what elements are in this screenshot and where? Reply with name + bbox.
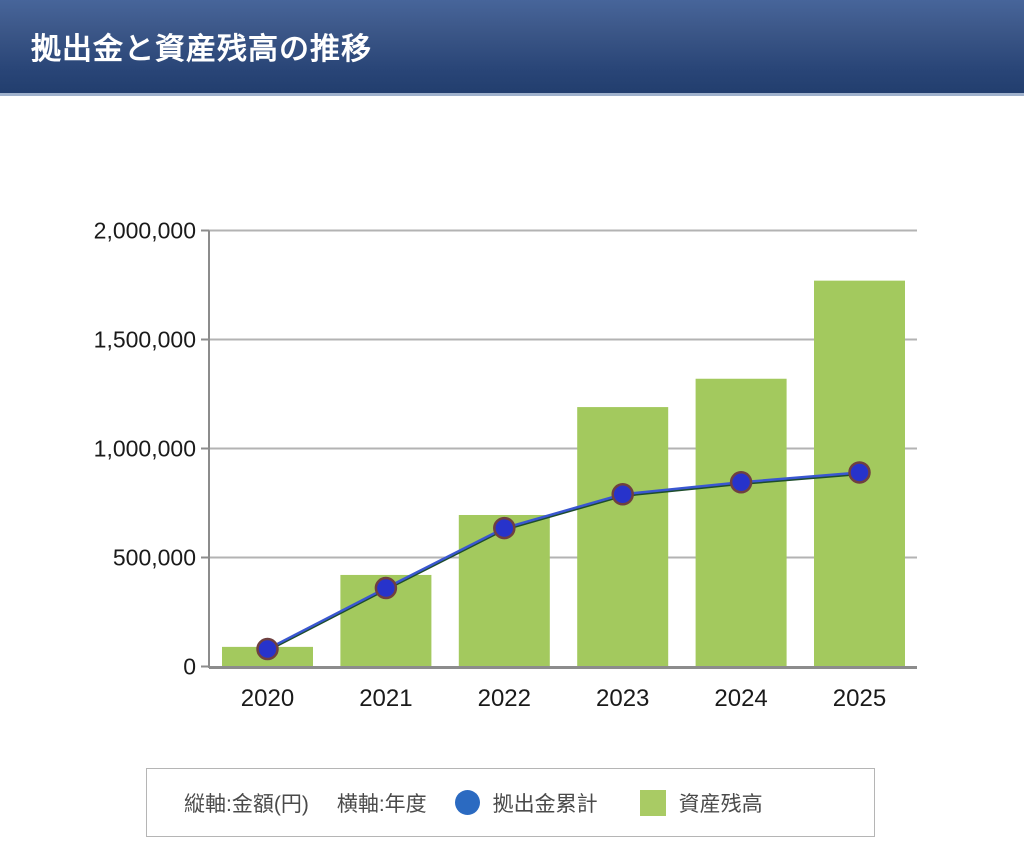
line-point-2023: [611, 483, 634, 506]
contribution-point-icon: [454, 790, 480, 815]
line-point-2022: [493, 516, 516, 540]
x-axis-label: 2020: [241, 685, 294, 712]
legend-item-contribution: 拠出金累計: [454, 788, 598, 818]
bar-2022: [458, 514, 550, 667]
x-axis-label: 2023: [596, 685, 649, 712]
x-axis-label: 2022: [478, 685, 531, 712]
line-point-2025: [848, 461, 871, 484]
legend-contribution-label: 拠出金累計: [492, 792, 598, 816]
x-axis-label: 2024: [714, 685, 767, 712]
y-tick-label: 1,000,000: [94, 436, 196, 462]
y-tick-label: 1,500,000: [94, 327, 196, 353]
legend-balance-label: 資産残高: [678, 792, 763, 816]
legend-x-axis-label: 横軸:年度: [336, 792, 427, 816]
page-header: 拠出金と資産残高の推移: [0, 0, 1024, 96]
x-axis-label: 2025: [833, 685, 886, 712]
y-tick-label: 500,000: [113, 545, 196, 571]
bar-2024: [695, 378, 787, 667]
chart-legend: 縦軸:金額(円) 横軸:年度 拠出金累計 資産残高: [146, 768, 875, 837]
legend-y-axis-label: 縦軸:金額(円): [184, 792, 309, 816]
contribution-line: [266, 471, 860, 651]
x-axis-label: 2021: [359, 685, 412, 712]
balance-swatch-icon: [639, 789, 666, 816]
line-point-2024: [729, 471, 753, 494]
y-tick-label: 2,000,000: [94, 218, 196, 244]
page-title: 拠出金と資産残高の推移: [31, 33, 372, 66]
line-point-2021: [374, 576, 398, 600]
chart-area: 0 500,000 1,000,000 1,500,000 2,000,000 2020 2…: [0, 96, 1024, 756]
contribution-line-shadow: [266, 472, 860, 652]
combo-chart-svg: 0 500,000 1,000,000 1,500,000 2,000,000 2020 2…: [94, 218, 917, 712]
legend-item-balance: 資産残高: [639, 788, 763, 818]
y-tick-label: 0: [183, 654, 196, 680]
line-point-2020: [256, 637, 279, 661]
bar-2023: [577, 407, 669, 667]
